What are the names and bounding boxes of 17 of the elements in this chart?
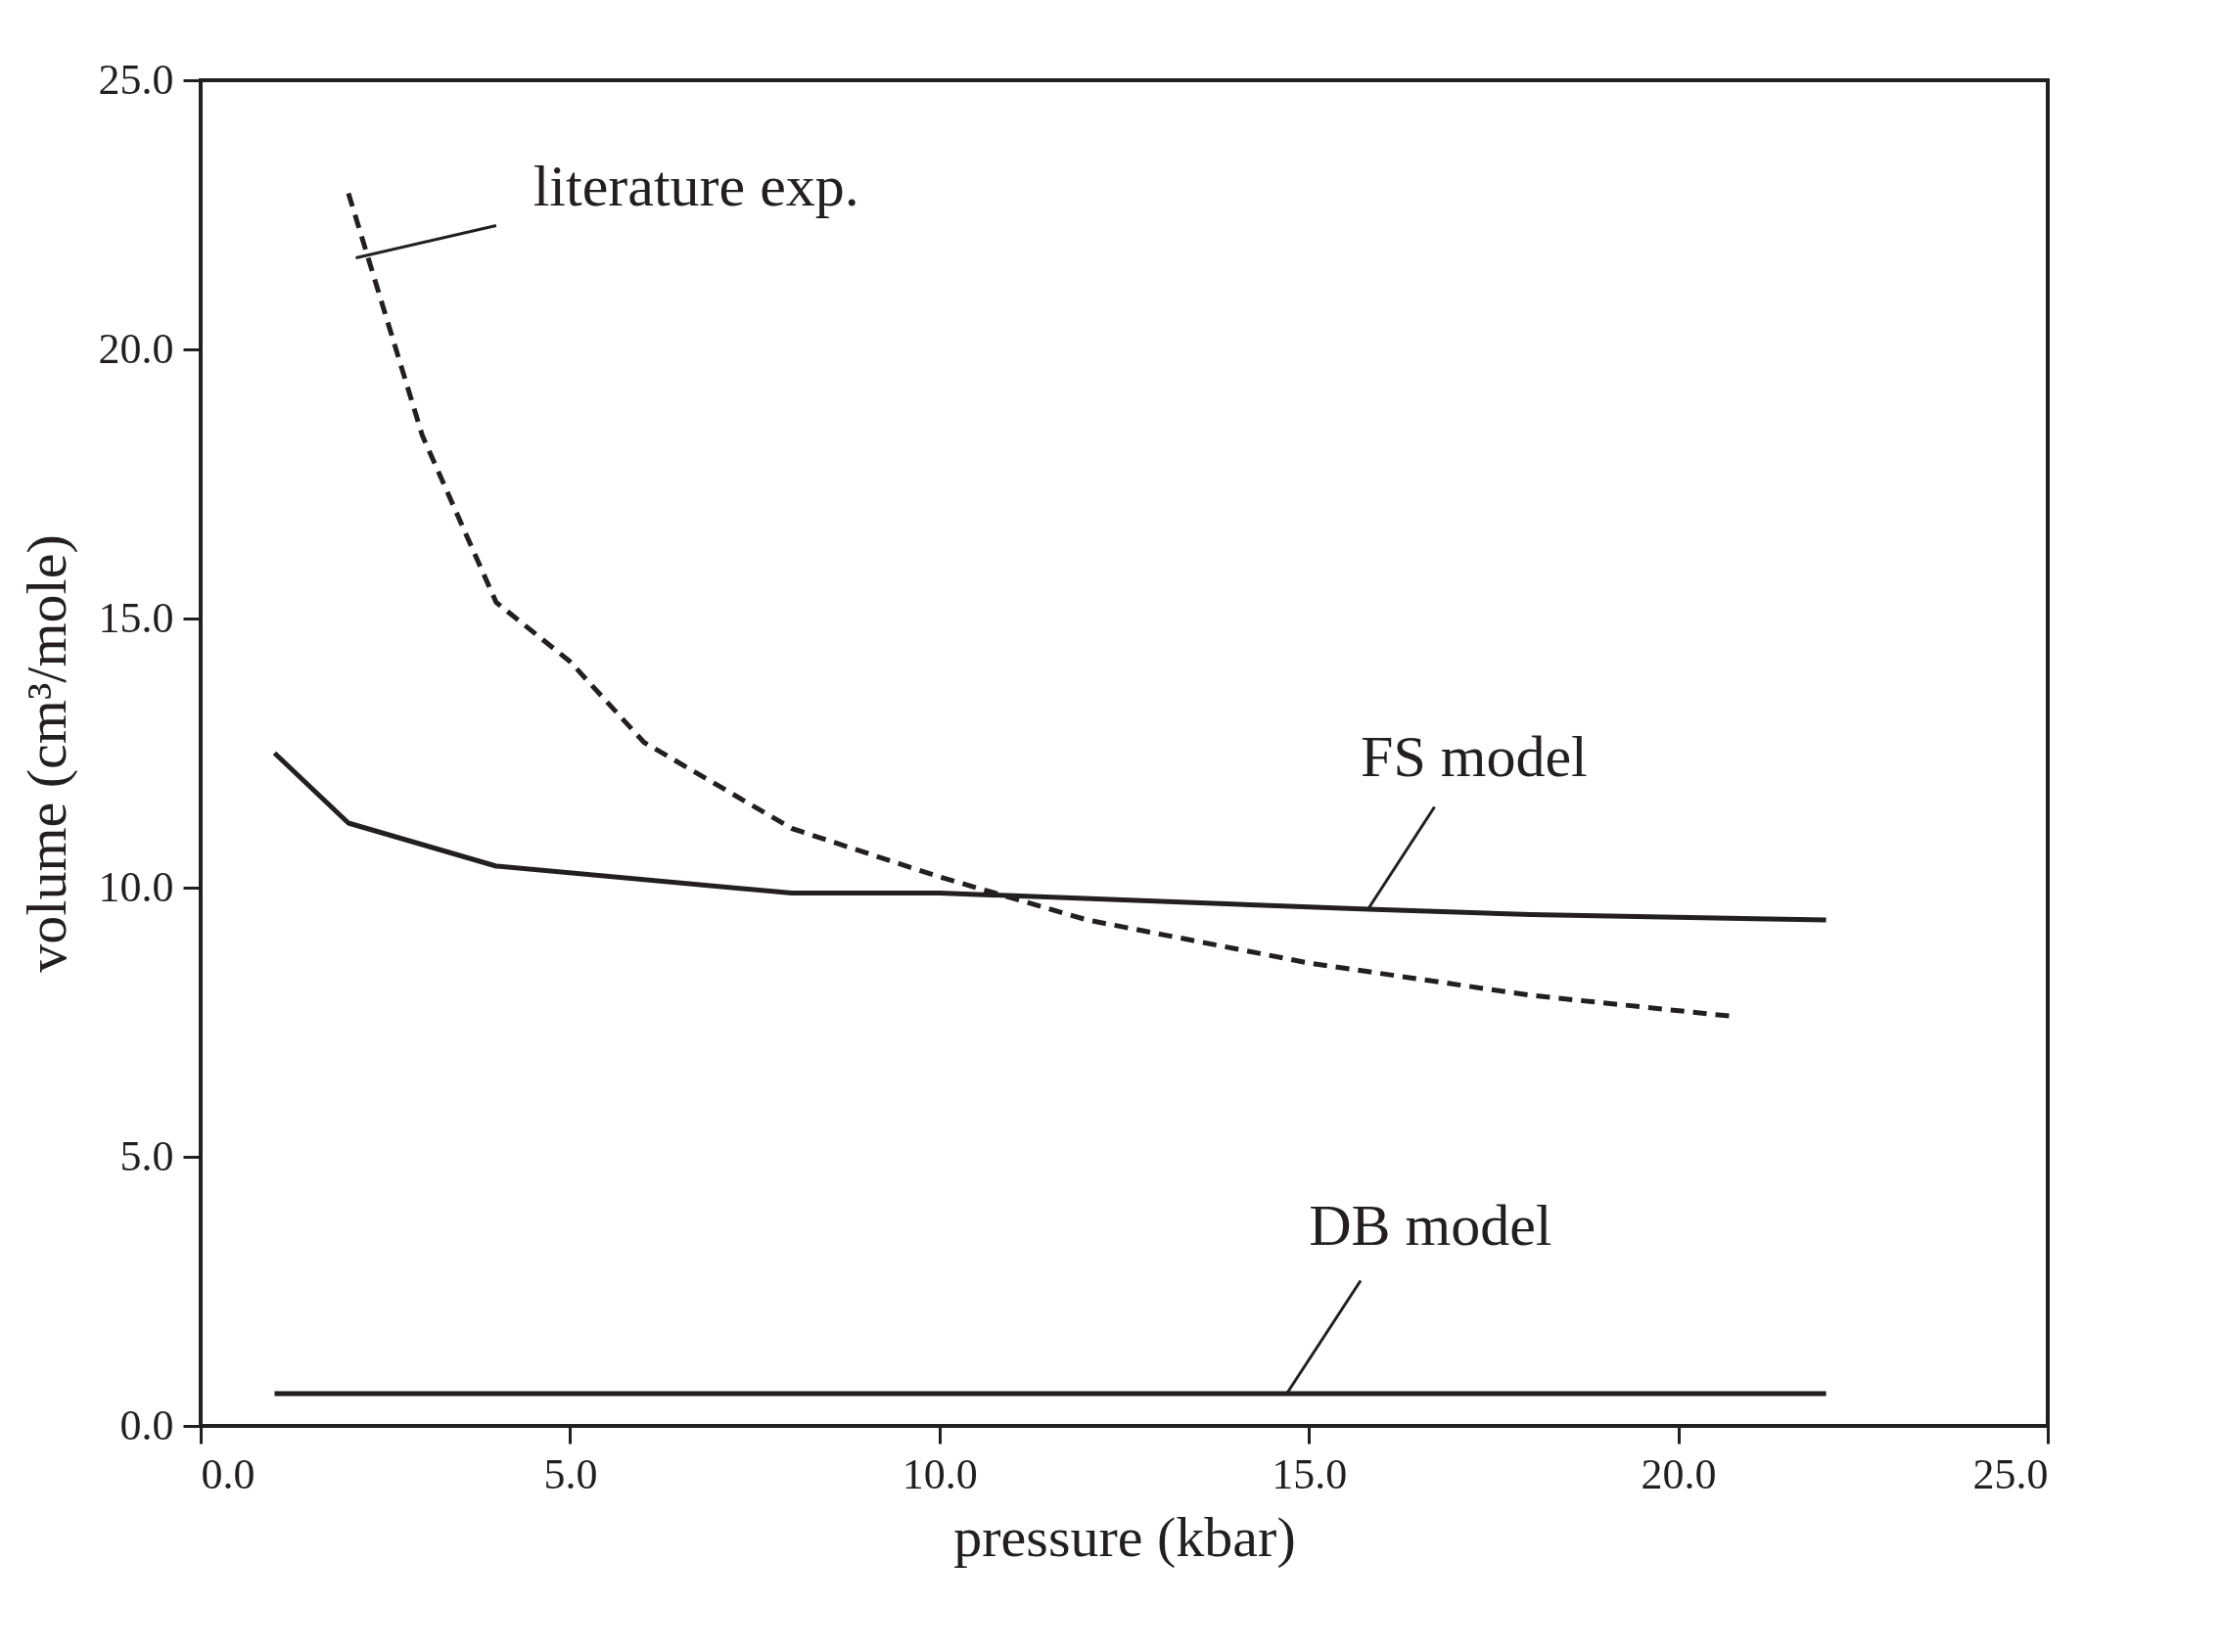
y-tick-label: 10.0 xyxy=(98,862,174,911)
y-tick-label: 0.0 xyxy=(119,1400,174,1449)
x-tick-label: 5.0 xyxy=(543,1449,598,1498)
x-tick-label: 20.0 xyxy=(1641,1449,1717,1498)
y-tick-label: 25.0 xyxy=(98,55,174,104)
y-axis-title: volume (cm³/mole) xyxy=(14,534,78,973)
text: DB model xyxy=(1309,1192,1552,1258)
x-tick-label: 10.0 xyxy=(902,1449,978,1498)
y-tick-label: 15.0 xyxy=(98,593,174,642)
text: FS model xyxy=(1361,724,1588,789)
x-tick-label: 25.0 xyxy=(1972,1449,2049,1498)
y-tick-label: 20.0 xyxy=(98,324,174,373)
x-axis-title: pressure (kbar) xyxy=(953,1504,1296,1569)
x-tick-label: 15.0 xyxy=(1272,1449,1348,1498)
y-tick-label: 5.0 xyxy=(119,1131,174,1180)
x-tick-label: 0.0 xyxy=(201,1449,255,1498)
text: literature exp. xyxy=(532,154,859,218)
